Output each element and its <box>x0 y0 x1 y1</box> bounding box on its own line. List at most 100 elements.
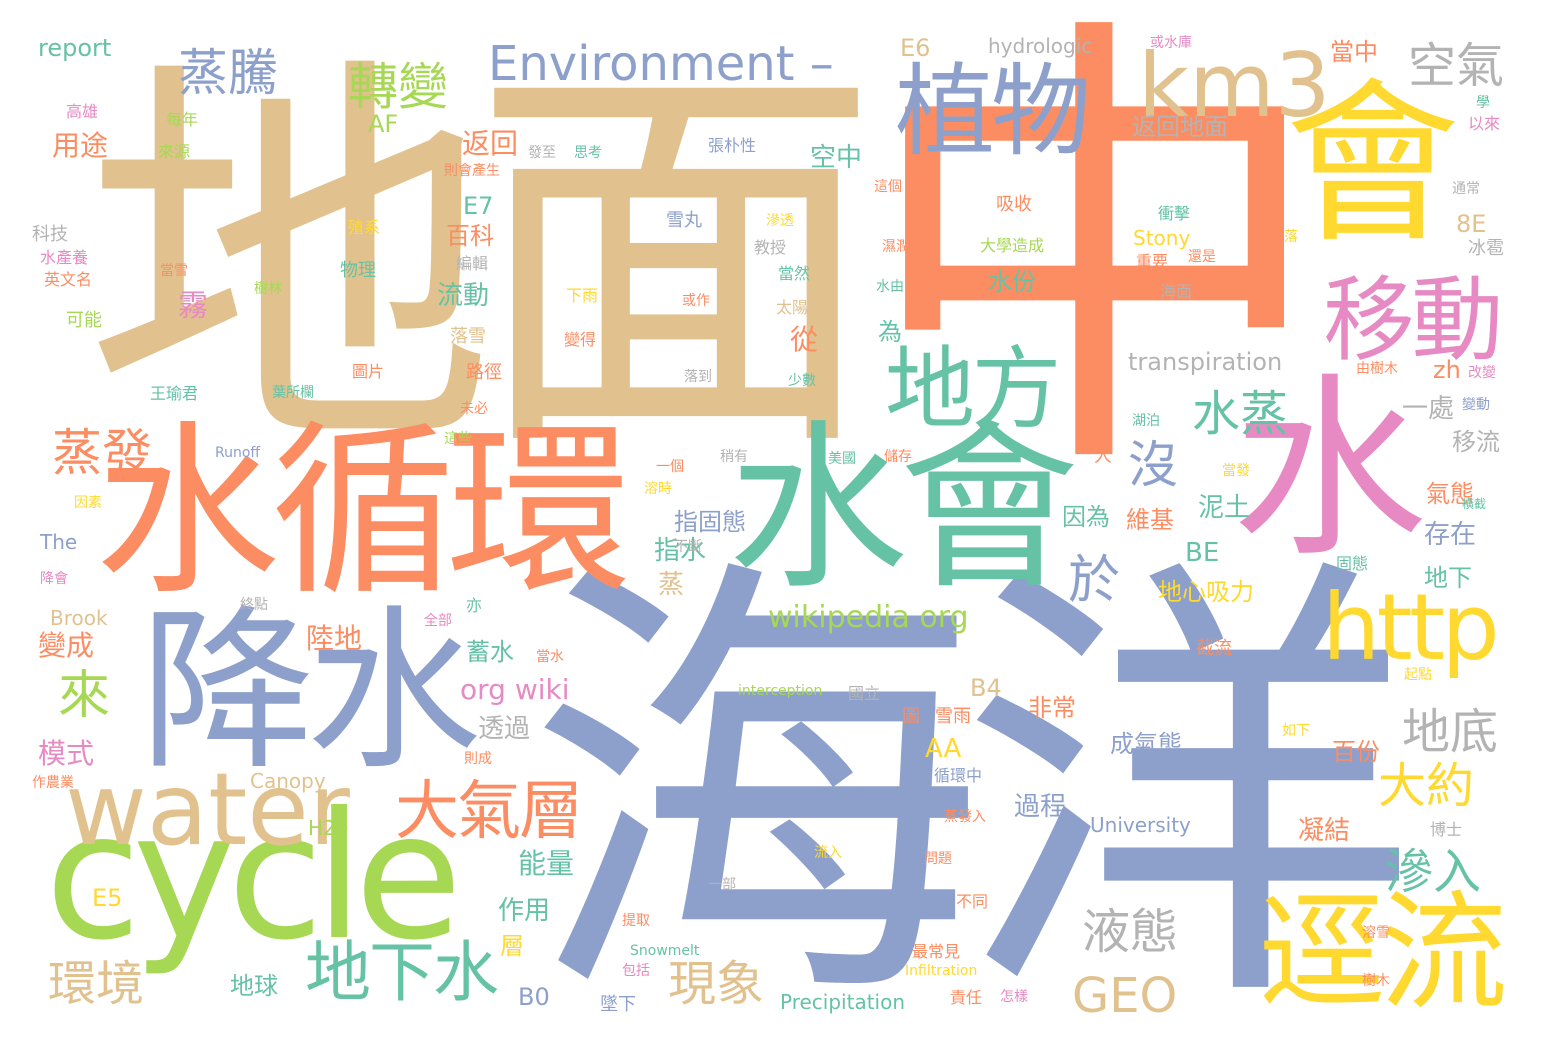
word: interception <box>738 683 823 699</box>
word: 現象 <box>668 956 765 1012</box>
word: 移動 <box>1323 267 1503 374</box>
word: 層 <box>500 932 524 960</box>
word: 地球 <box>230 972 278 1000</box>
word: wikipedia org <box>768 600 969 635</box>
word: 指固態 <box>674 508 746 536</box>
word: 水 <box>1232 356 1427 583</box>
word: 蒸發 <box>52 424 152 482</box>
word: 水循環 <box>95 404 632 620</box>
word: hydrologic <box>988 34 1093 58</box>
word: 問題 <box>924 851 952 867</box>
word: Runoff <box>215 445 261 461</box>
word: B4 <box>970 674 1002 702</box>
word: 移流 <box>1452 428 1500 456</box>
word: 國立 <box>848 684 881 703</box>
word: org wiki <box>460 673 570 706</box>
word: 大氣層 <box>395 775 583 849</box>
word: 全部 <box>424 613 452 629</box>
word: 或水庫 <box>1150 35 1192 51</box>
word: 滲入 <box>1385 844 1482 900</box>
word: 路徑 <box>466 362 502 383</box>
word: 氣態 <box>1426 480 1474 508</box>
word: 水由 <box>876 279 904 295</box>
word: E6 <box>900 34 931 62</box>
word: 不同 <box>956 892 989 911</box>
word: 降水 <box>140 591 481 794</box>
word: 終點 <box>240 597 268 613</box>
word: 會 <box>1285 64 1460 267</box>
word: 葉所欄 <box>272 385 314 401</box>
word: 最常見 <box>912 942 961 961</box>
word: 蒸騰 <box>178 44 278 102</box>
word: 地下水 <box>305 934 499 1011</box>
word: 落到 <box>684 369 712 385</box>
word: 大學造成 <box>980 236 1045 255</box>
word: University <box>1090 813 1191 837</box>
word: E5 <box>92 884 123 912</box>
word: 美國 <box>828 451 856 467</box>
word: 吸收 <box>996 194 1032 215</box>
word: 海面 <box>1160 282 1193 301</box>
word: 百科 <box>446 222 494 250</box>
word: report <box>38 34 112 62</box>
word: 一部 <box>708 877 736 893</box>
word: 則成 <box>464 751 492 767</box>
word: 未必 <box>460 401 488 417</box>
word: 樹木 <box>1362 973 1390 989</box>
word: 能量 <box>518 847 575 880</box>
word: BE <box>1185 538 1220 568</box>
word: 科技 <box>32 224 68 245</box>
word: 存在 <box>1424 520 1477 550</box>
word: Canopy <box>250 769 326 793</box>
word: km3 <box>1138 34 1331 137</box>
word: 因素 <box>74 495 102 511</box>
word: 還是 <box>1188 249 1216 265</box>
word: 怎樣 <box>1000 989 1028 1005</box>
word: 下雨 <box>566 286 599 305</box>
word: 每年 <box>166 110 199 129</box>
word: 水份 <box>988 268 1036 296</box>
word: Brook <box>50 606 108 630</box>
word: 蒸 <box>658 570 685 600</box>
word: 用途 <box>52 129 109 162</box>
word: 當然 <box>778 264 811 283</box>
word: 地下 <box>1424 564 1472 592</box>
word: 以來 <box>1468 114 1501 133</box>
word: B0 <box>518 983 550 1011</box>
word: 由樹木 <box>1356 361 1398 377</box>
word: 降會 <box>40 571 68 587</box>
word: 植物 <box>895 53 1091 170</box>
word: AA <box>925 734 962 764</box>
word: 水蒸 <box>1192 386 1289 442</box>
word: 水會 <box>728 405 1079 614</box>
word: water <box>65 751 350 868</box>
word: 當發 <box>1222 463 1250 479</box>
word: 水產養 <box>40 248 89 267</box>
word: 地心吸力 <box>1158 578 1254 606</box>
word: 逕流 <box>1258 879 1508 1028</box>
word: 返回地面 <box>1132 113 1228 141</box>
word: 泥土 <box>1198 493 1251 523</box>
word: 成氣態 <box>1110 730 1182 758</box>
word: 湖泊 <box>1132 413 1160 429</box>
word: 思考 <box>574 145 602 161</box>
word: Stony <box>1133 226 1191 250</box>
word: 從 <box>790 323 819 356</box>
word: 海洋 <box>525 524 1417 1052</box>
word: 王瑜君 <box>150 384 199 403</box>
word: 殖系 <box>348 218 381 237</box>
word: 流動 <box>437 281 490 311</box>
word: 循環中 <box>934 766 983 785</box>
word: 8E <box>1456 210 1487 238</box>
word: H20 <box>308 816 349 840</box>
word: 變得 <box>564 330 597 349</box>
word: 固態 <box>1336 554 1369 573</box>
word: Precipitation <box>780 990 906 1014</box>
word: http <box>1322 574 1500 681</box>
word: 稍有 <box>720 449 748 465</box>
word: 流入 <box>814 845 842 861</box>
word: 當雪 <box>160 263 188 279</box>
word: 中 <box>860 0 1330 528</box>
word: 責任 <box>950 988 983 1007</box>
word: 透過 <box>478 714 531 744</box>
